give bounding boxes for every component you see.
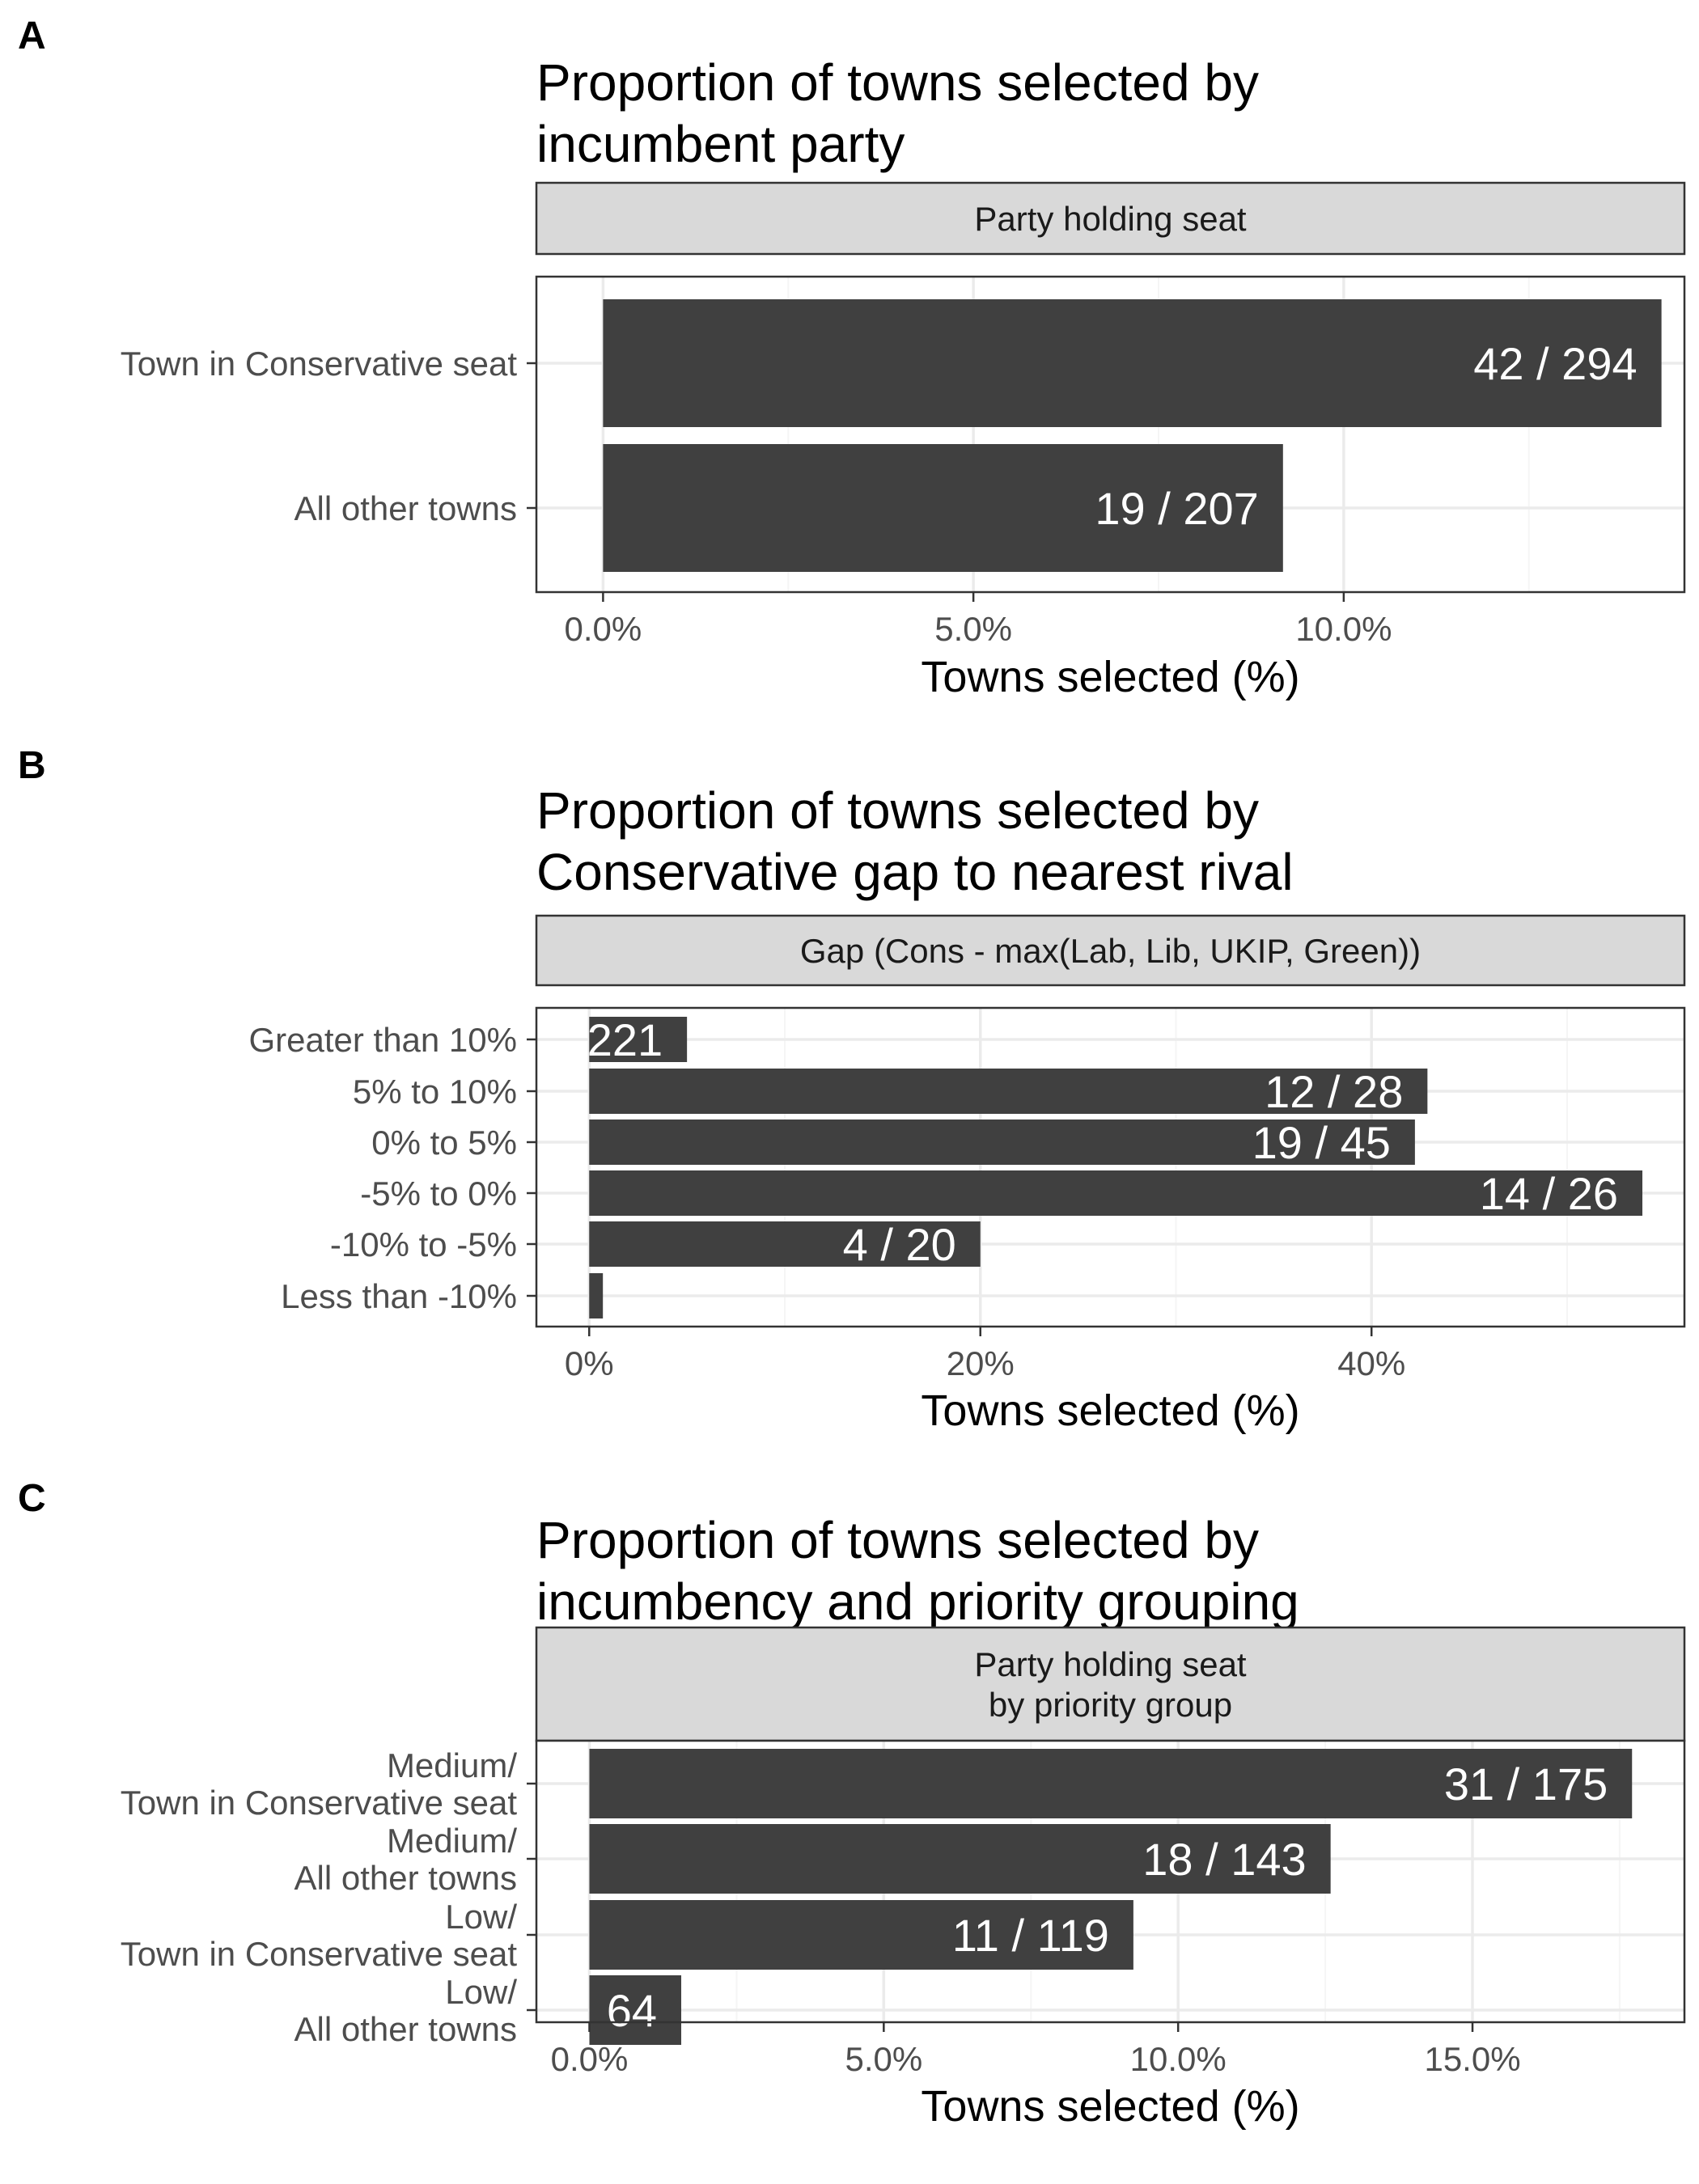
y-tick-label: All other towns (294, 489, 517, 527)
bar (589, 1069, 1428, 1114)
bar (589, 1749, 1633, 1818)
chart-title: Proportion of towns selected by incumbent… (536, 53, 1259, 173)
x-tick-label: 40% (1337, 1344, 1405, 1382)
bar (603, 299, 1662, 427)
facet-strip (535, 181, 1686, 256)
y-tick-label: -5% to 0% (360, 1175, 517, 1213)
panel-border (535, 275, 1686, 594)
bar-label: 42 / 294 (1473, 338, 1637, 389)
bar (589, 1017, 688, 1062)
y-tick-label: 5% to 10% (353, 1073, 517, 1111)
x-axis-title: Towns selected (%) (921, 1386, 1299, 1435)
y-tick-label: Low/All other towns (294, 1973, 518, 2048)
x-tick-label: 10.0% (1130, 2040, 1227, 2078)
panel-border (535, 1739, 1686, 2024)
x-tick-label: 10.0% (1295, 610, 1392, 648)
bar-label: 221 (587, 1014, 663, 1065)
bar (589, 1273, 604, 1318)
x-tick-label: 5.0% (845, 2040, 922, 2078)
bar-label: 19 / 45 (1252, 1117, 1391, 1168)
panel-tag: C (18, 1477, 46, 1520)
bar-label: 14 / 26 (1480, 1168, 1618, 1219)
chart-title: Proportion of towns selected by Conservat… (536, 781, 1294, 901)
panel-tag: A (18, 15, 46, 57)
facet-strip-label: Party holding seat (974, 200, 1247, 238)
y-tick-label: Low/Town in Conservative seat (121, 1898, 518, 1973)
bar-label: 12 / 28 (1265, 1066, 1403, 1117)
facet-strip-label: Party holding seat by priority group (974, 1645, 1247, 1724)
y-tick-label: 0% to 5% (371, 1124, 517, 1162)
x-tick-label: 20% (947, 1344, 1015, 1382)
bar-label: 11 / 119 (952, 1910, 1109, 1961)
x-tick-label: 15.0% (1424, 2040, 1520, 2078)
bar-label: 19 / 207 (1095, 483, 1258, 534)
bar-label: 64 (607, 1985, 657, 2036)
panel-border (535, 1006, 1686, 1328)
bar-label: 31 / 175 (1444, 1759, 1608, 1809)
y-tick-label: Medium/Town in Conservative seat (121, 1746, 518, 1822)
bar (589, 1120, 1415, 1165)
bar (603, 444, 1283, 572)
bar (589, 1900, 1133, 1970)
bar (589, 1975, 682, 2045)
panel-b: B Proportion of towns selected by Conserva… (18, 744, 1686, 1435)
facet-strip (535, 1626, 1686, 1742)
x-axis-title: Towns selected (%) (921, 2082, 1299, 2131)
y-tick-label: Town in Conservative seat (121, 345, 518, 383)
facet-strip (535, 914, 1686, 987)
x-tick-label: 0.0% (551, 2040, 629, 2078)
bar (589, 1824, 1331, 1894)
panel-c: C Proportion of towns selected by incumben… (18, 1477, 1686, 2131)
y-tick-label: Less than -10% (281, 1277, 517, 1315)
x-tick-label: 5.0% (934, 610, 1012, 648)
panel-a: A Proportion of towns selected by incumben… (18, 15, 1686, 701)
bar-label: 18 / 143 (1142, 1834, 1306, 1885)
x-axis-title: Towns selected (%) (921, 653, 1299, 701)
facet-strip-label: Gap (Cons - max(Lab, Lib, UKIP, Green)) (800, 932, 1421, 970)
bar (589, 1221, 981, 1267)
bar-label: 4 / 20 (843, 1219, 956, 1270)
panel-tag: B (18, 744, 46, 787)
chart-title: Proportion of towns selected by incumbenc… (536, 1511, 1299, 1631)
x-tick-label: 0.0% (565, 610, 642, 648)
x-tick-label: 0% (565, 1344, 614, 1382)
y-tick-label: -10% to -5% (330, 1225, 517, 1263)
y-tick-label: Medium/All other towns (294, 1822, 518, 1897)
panel-background (536, 1008, 1684, 1327)
y-tick-label: Greater than 10% (248, 1021, 517, 1059)
bar (589, 1170, 1643, 1216)
